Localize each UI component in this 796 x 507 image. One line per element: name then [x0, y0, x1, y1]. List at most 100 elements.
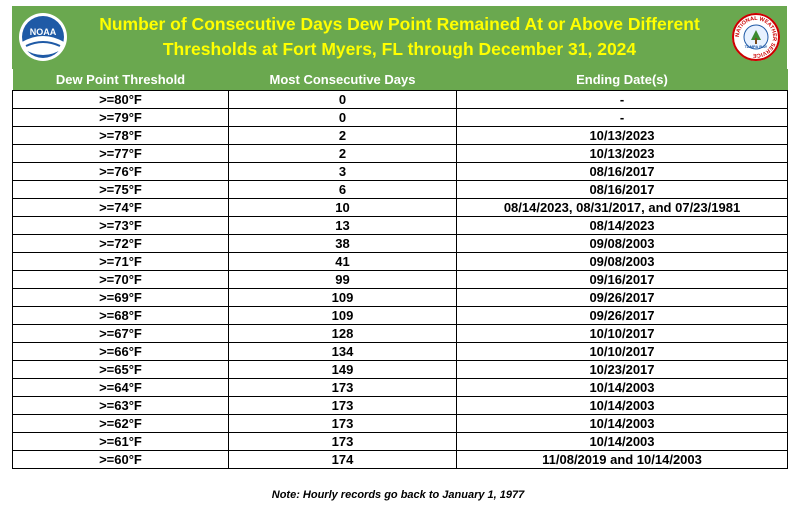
- cell-dates: 10/14/2003: [456, 414, 788, 433]
- dew-point-table-document: NOAA Number of Consecutive Days Dew Poin…: [12, 6, 788, 469]
- column-header-days: Most Consecutive Days: [228, 69, 457, 91]
- table-row: >=71°F 41 09/08/2003: [12, 252, 788, 271]
- cell-days: 13: [228, 216, 457, 235]
- table-row: >=70°F 99 09/16/2017: [12, 270, 788, 289]
- table-row: >=78°F 2 10/13/2023: [12, 126, 788, 145]
- table-row: >=61°F 173 10/14/2003: [12, 432, 788, 451]
- cell-days: 173: [228, 396, 457, 415]
- cell-threshold: >=76°F: [12, 162, 229, 181]
- table-row: >=62°F 173 10/14/2003: [12, 414, 788, 433]
- cell-dates: 10/13/2023: [456, 126, 788, 145]
- cell-threshold: >=71°F: [12, 252, 229, 271]
- page-title: Number of Consecutive Days Dew Point Rem…: [77, 12, 722, 62]
- cell-days: 174: [228, 450, 457, 469]
- table-row: >=66°F 134 10/10/2017: [12, 342, 788, 361]
- cell-threshold: >=69°F: [12, 288, 229, 307]
- cell-dates: 10/14/2003: [456, 396, 788, 415]
- cell-dates: 09/26/2017: [456, 306, 788, 325]
- cell-days: 2: [228, 126, 457, 145]
- table-row: >=60°F 174 11/08/2019 and 10/14/2003: [12, 450, 788, 469]
- cell-threshold: >=77°F: [12, 144, 229, 163]
- table-row: >=69°F 109 09/26/2017: [12, 288, 788, 307]
- cell-threshold: >=67°F: [12, 324, 229, 343]
- cell-threshold: >=60°F: [12, 450, 229, 469]
- cell-threshold: >=66°F: [12, 342, 229, 361]
- cell-days: 149: [228, 360, 457, 379]
- table-row: >=68°F 109 09/26/2017: [12, 306, 788, 325]
- table-row: >=72°F 38 09/08/2003: [12, 234, 788, 253]
- table-row: >=74°F 10 08/14/2023, 08/31/2017, and 07/2…: [12, 198, 788, 217]
- cell-dates: 11/08/2019 and 10/14/2003: [456, 450, 788, 469]
- cell-threshold: >=78°F: [12, 126, 229, 145]
- cell-dates: 09/16/2017: [456, 270, 788, 289]
- cell-days: 41: [228, 252, 457, 271]
- cell-days: 173: [228, 378, 457, 397]
- cell-days: 128: [228, 324, 457, 343]
- cell-dates: 10/14/2003: [456, 378, 788, 397]
- cell-dates: -: [456, 90, 788, 109]
- table-body: >=80°F 0- >=79°F 0- >=78°F 2 10/13/2023 >=77°F 2…: [12, 90, 788, 469]
- cell-days: 10: [228, 198, 457, 217]
- title-line-1: Number of Consecutive Days Dew Point Rem…: [99, 14, 700, 34]
- cell-dates: 10/14/2003: [456, 432, 788, 451]
- cell-threshold: >=72°F: [12, 234, 229, 253]
- cell-days: 134: [228, 342, 457, 361]
- table-row: >=73°F 13 08/14/2023: [12, 216, 788, 235]
- cell-days: 0: [228, 90, 457, 109]
- cell-days: 99: [228, 270, 457, 289]
- cell-dates: -: [456, 108, 788, 127]
- title-banner: NOAA Number of Consecutive Days Dew Poin…: [12, 6, 787, 69]
- cell-dates: 09/08/2003: [456, 234, 788, 253]
- table-row: >=77°F 2 10/13/2023: [12, 144, 788, 163]
- cell-days: 173: [228, 414, 457, 433]
- table-row: >=79°F 0-: [12, 108, 788, 127]
- column-header-threshold: Dew Point Threshold: [12, 69, 229, 91]
- table-row: >=65°F 149 10/23/2017: [12, 360, 788, 379]
- cell-days: 3: [228, 162, 457, 181]
- cell-dates: 08/14/2023, 08/31/2017, and 07/23/1981: [456, 198, 788, 217]
- cell-dates: 08/16/2017: [456, 162, 788, 181]
- table-row: >=64°F 173 10/14/2003: [12, 378, 788, 397]
- cell-threshold: >=61°F: [12, 432, 229, 451]
- noaa-logo-text: NOAA: [30, 27, 57, 37]
- cell-days: 109: [228, 288, 457, 307]
- cell-dates: 10/10/2017: [456, 342, 788, 361]
- cell-dates: 10/23/2017: [456, 360, 788, 379]
- cell-threshold: >=68°F: [12, 306, 229, 325]
- nws-logo-tampa-bay-text: TAMPA BAY: [745, 44, 768, 49]
- cell-days: 109: [228, 306, 457, 325]
- cell-dates: 10/13/2023: [456, 144, 788, 163]
- cell-dates: 08/16/2017: [456, 180, 788, 199]
- cell-dates: 09/08/2003: [456, 252, 788, 271]
- cell-threshold: >=75°F: [12, 180, 229, 199]
- cell-threshold: >=79°F: [12, 108, 229, 127]
- cell-threshold: >=74°F: [12, 198, 229, 217]
- cell-days: 2: [228, 144, 457, 163]
- cell-days: 173: [228, 432, 457, 451]
- cell-threshold: >=70°F: [12, 270, 229, 289]
- table-row: >=80°F 0-: [12, 90, 788, 109]
- dew-point-table: Dew Point Threshold Most Consecutive Day…: [12, 69, 788, 469]
- cell-dates: 09/26/2017: [456, 288, 788, 307]
- cell-days: 0: [228, 108, 457, 127]
- cell-threshold: >=64°F: [12, 378, 229, 397]
- cell-days: 38: [228, 234, 457, 253]
- cell-threshold: >=63°F: [12, 396, 229, 415]
- cell-threshold: >=62°F: [12, 414, 229, 433]
- noaa-logo-icon: NOAA: [19, 13, 67, 61]
- nws-tampa-bay-logo-icon: NATIONAL WEATHER SERVICE TAMPA BAY: [732, 13, 780, 61]
- cell-threshold: >=73°F: [12, 216, 229, 235]
- cell-dates: 08/14/2023: [456, 216, 788, 235]
- cell-days: 6: [228, 180, 457, 199]
- table-row: >=67°F 128 10/10/2017: [12, 324, 788, 343]
- column-header-dates: Ending Date(s): [456, 69, 788, 91]
- table-row: >=75°F 6 08/16/2017: [12, 180, 788, 199]
- table-row: >=76°F 3 08/16/2017: [12, 162, 788, 181]
- footnote: Note: Hourly records go back to January …: [271, 489, 525, 501]
- table-row: >=63°F 173 10/14/2003: [12, 396, 788, 415]
- cell-threshold: >=65°F: [12, 360, 229, 379]
- cell-threshold: >=80°F: [12, 90, 229, 109]
- title-line-2: Thresholds at Fort Myers, FL through Dec…: [162, 39, 637, 59]
- cell-dates: 10/10/2017: [456, 324, 788, 343]
- table-header-row: Dew Point Threshold Most Consecutive Day…: [12, 69, 788, 91]
